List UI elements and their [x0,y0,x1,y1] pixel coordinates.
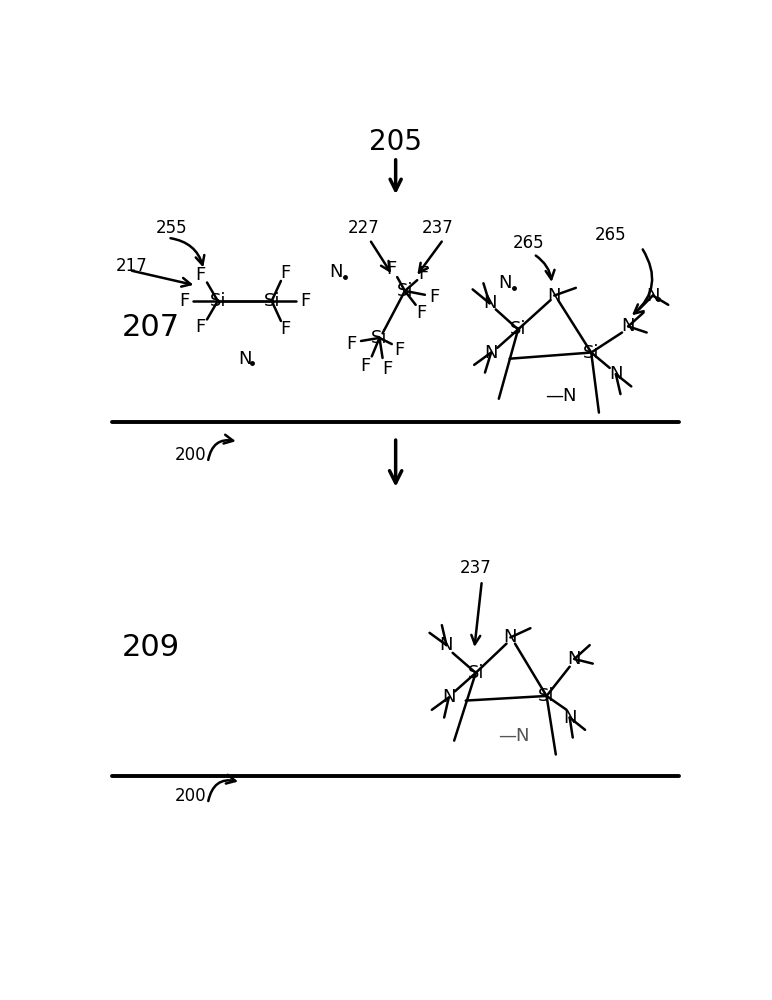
Text: N: N [563,709,577,727]
Text: F: F [300,292,310,310]
Text: 207: 207 [121,313,180,342]
Text: 265: 265 [594,227,626,244]
Text: 227: 227 [348,219,380,237]
Text: F: F [361,357,371,375]
Text: N: N [238,350,252,368]
Text: 237: 237 [460,559,492,577]
Text: N: N [621,317,635,335]
Text: N: N [329,263,342,281]
Text: F: F [382,360,392,378]
Text: N: N [646,287,659,305]
Text: Si: Si [263,292,280,310]
Text: F: F [429,288,439,306]
Text: F: F [418,265,428,283]
Text: 200: 200 [175,446,207,464]
Text: Si: Si [510,320,527,338]
Text: F: F [280,264,291,282]
Text: N: N [484,344,498,362]
Text: Si: Si [371,329,388,347]
Text: 237: 237 [422,219,453,237]
Text: F: F [280,320,291,338]
Text: Si: Si [538,687,555,705]
Text: Si: Si [468,664,484,682]
Text: N: N [547,287,561,305]
Text: —N: —N [545,387,576,405]
Text: N: N [442,688,455,706]
Text: N: N [503,628,517,646]
Text: N: N [498,274,512,292]
Text: N: N [440,636,453,654]
Text: 209: 209 [121,633,180,662]
Text: Si: Si [583,344,600,362]
Text: 205: 205 [369,128,422,156]
Text: F: F [417,304,427,322]
Text: 255: 255 [156,219,188,237]
Text: F: F [179,292,189,310]
Text: N: N [482,294,496,312]
Text: F: F [196,266,206,284]
Text: —N: —N [499,727,530,745]
Text: F: F [347,335,357,353]
Text: Si: Si [397,282,413,300]
Text: N: N [609,365,623,383]
Text: F: F [196,318,206,336]
Text: 217: 217 [115,257,147,275]
Text: F: F [386,260,396,278]
Text: Si: Si [209,292,226,310]
Text: N: N [567,650,581,668]
Text: 265: 265 [513,234,544,252]
Text: F: F [394,341,405,359]
Text: 200: 200 [175,787,207,805]
